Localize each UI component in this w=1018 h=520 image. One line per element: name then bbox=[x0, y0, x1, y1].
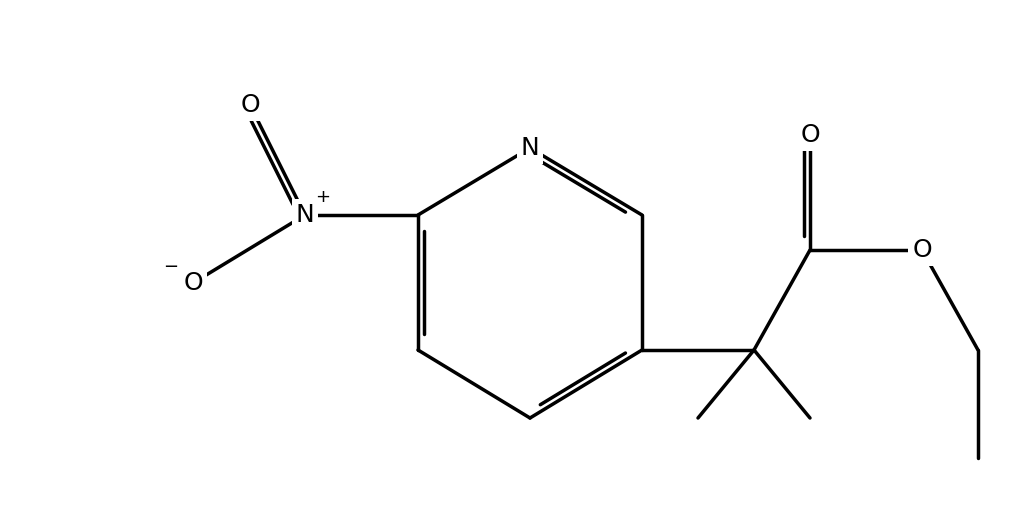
Text: +: + bbox=[316, 188, 331, 206]
Text: −: − bbox=[164, 258, 178, 276]
Text: O: O bbox=[240, 93, 260, 117]
Text: N: N bbox=[520, 136, 540, 160]
Text: O: O bbox=[183, 271, 203, 295]
Text: O: O bbox=[912, 238, 931, 262]
Text: N: N bbox=[295, 203, 315, 227]
Text: O: O bbox=[800, 123, 819, 147]
